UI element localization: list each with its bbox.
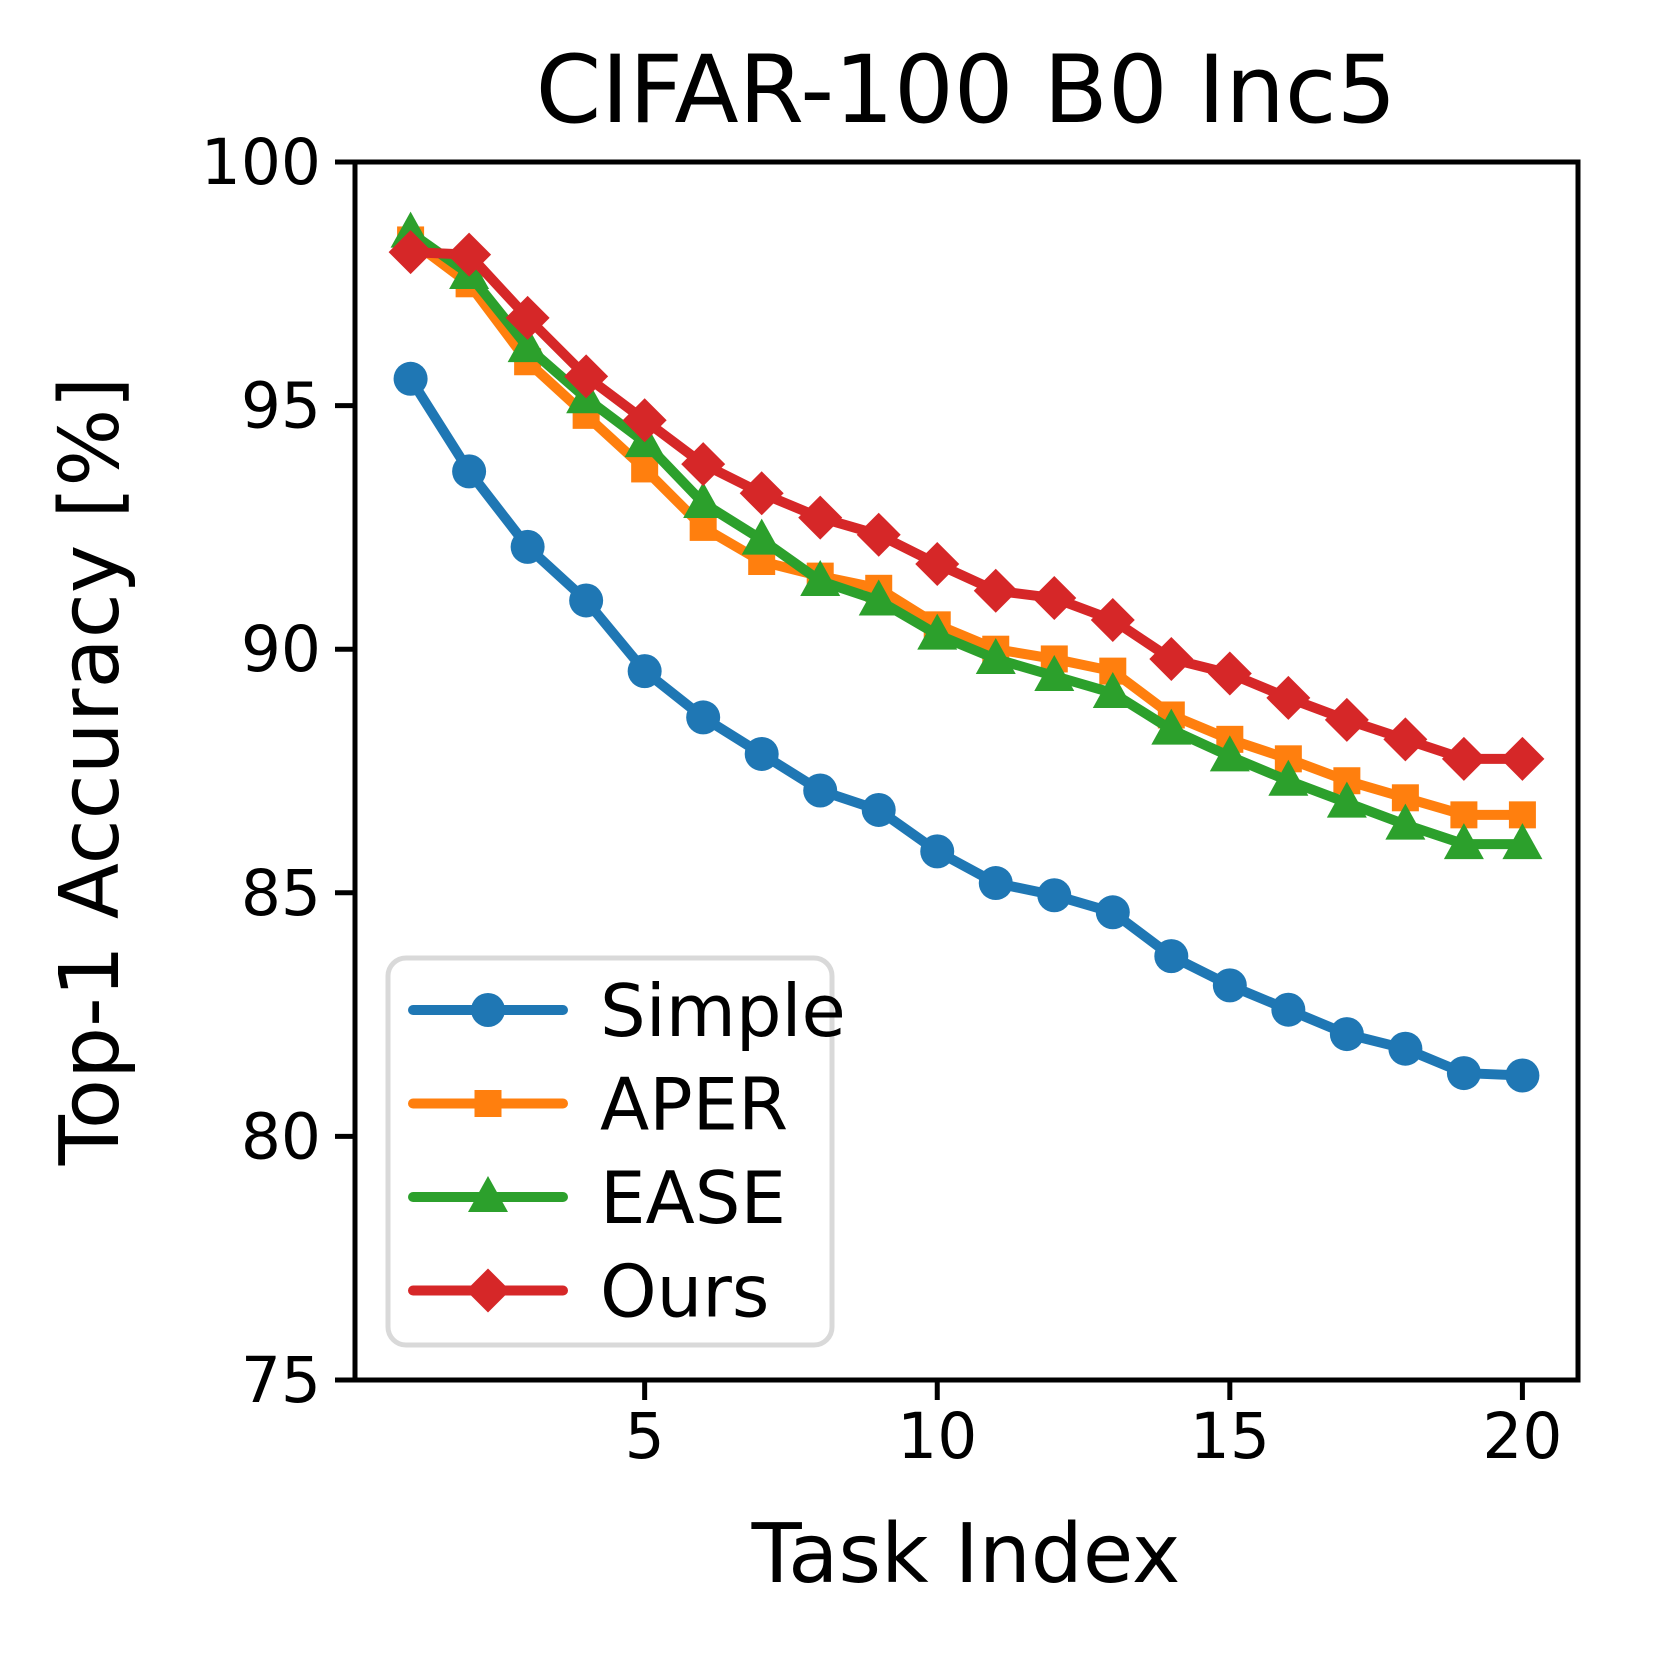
data-point-simple-4: [569, 583, 604, 618]
data-point-simple-10: [920, 834, 955, 869]
series-aper: [397, 226, 1536, 829]
legend-label-ours: Ours: [600, 1250, 769, 1334]
data-point-ease-17: [1326, 781, 1367, 818]
series-ease: [390, 211, 1543, 860]
data-point-ease-13: [1092, 672, 1133, 709]
data-point-ours-16: [1266, 675, 1311, 720]
x-tick-label-20: 20: [1482, 1400, 1562, 1473]
data-point-simple-9: [861, 792, 896, 827]
data-point-ease-8: [800, 559, 841, 596]
data-point-simple-2: [452, 454, 487, 489]
data-point-ours-13: [1090, 597, 1135, 642]
data-point-ours-14: [1149, 636, 1194, 681]
legend-marker-ours: [466, 1268, 510, 1313]
data-point-simple-14: [1154, 939, 1189, 974]
data-point-simple-7: [744, 736, 779, 771]
data-point-ease-7: [741, 518, 782, 555]
data-point-simple-13: [1095, 895, 1130, 930]
data-point-ours-17: [1324, 697, 1369, 742]
data-point-ours-4: [564, 354, 609, 399]
legend-marker-aper: [474, 1090, 502, 1117]
data-point-aper-6: [689, 513, 717, 541]
data-point-ours-8: [798, 495, 843, 540]
series-line-ours: [405, 247, 1528, 764]
chart-title: CIFAR-100 B0 Inc5: [536, 36, 1397, 145]
plot-border: [352, 159, 1581, 1383]
series-group: [388, 211, 1545, 1093]
data-point-ease-3: [507, 326, 548, 363]
data-point-simple-6: [686, 700, 721, 735]
data-point-ease-20: [1502, 823, 1543, 860]
data-point-ours-5: [622, 398, 667, 443]
data-point-simple-20: [1505, 1058, 1540, 1093]
series-line-ease: [405, 227, 1528, 850]
legend-label-aper: APER: [600, 1063, 788, 1147]
plot-border-rect: [352, 159, 1581, 1383]
data-point-ours-19: [1441, 736, 1486, 781]
data-point-ease-18: [1385, 803, 1426, 840]
data-point-ease-11: [975, 637, 1016, 674]
y-tick-label-100: 100: [201, 126, 321, 199]
data-point-simple-15: [1212, 968, 1247, 1003]
data-point-ours-7: [739, 471, 784, 516]
data-point-simple-11: [978, 866, 1013, 901]
y-tick-label-95: 95: [241, 370, 321, 443]
legend-label-ease: EASE: [600, 1156, 786, 1240]
data-point-ours-10: [915, 541, 960, 586]
legend-item-ours: Ours: [408, 1250, 769, 1334]
data-point-ease-19: [1443, 823, 1484, 860]
data-point-ease-16: [1268, 759, 1309, 796]
data-point-ours-18: [1383, 717, 1428, 762]
data-point-ease-10: [917, 613, 958, 650]
x-tick-label-5: 5: [625, 1400, 665, 1473]
data-point-simple-16: [1271, 992, 1306, 1027]
legend-label-simple: Simple: [600, 969, 846, 1053]
data-point-ease-6: [683, 482, 724, 519]
y-tick-label-80: 80: [241, 1100, 321, 1173]
data-point-ours-6: [681, 442, 726, 487]
data-point-simple-3: [510, 529, 545, 564]
data-point-simple-5: [627, 654, 662, 689]
data-point-ours-2: [447, 232, 492, 277]
x-tick-label-10: 10: [897, 1400, 977, 1473]
x-tick-label-15: 15: [1190, 1400, 1270, 1473]
data-point-aper-5: [631, 455, 659, 483]
legend-marker-ease: [468, 1176, 508, 1212]
data-point-ours-20: [1500, 736, 1545, 781]
data-point-ease-12: [1034, 654, 1075, 691]
data-point-simple-8: [803, 773, 838, 808]
y-tick-label-85: 85: [241, 857, 321, 930]
data-point-ours-15: [1207, 651, 1252, 696]
legend-item-ease: EASE: [408, 1156, 786, 1240]
data-point-ours-11: [973, 568, 1018, 613]
data-point-ease-15: [1209, 735, 1250, 772]
data-point-simple-18: [1388, 1031, 1423, 1066]
legend-box: [385, 955, 835, 1348]
y-tick-label-90: 90: [241, 613, 321, 686]
legend: Simple APER EASE Ours: [385, 955, 846, 1348]
data-point-ours-9: [856, 512, 901, 557]
data-point-ease-9: [858, 579, 899, 616]
data-point-simple-19: [1446, 1056, 1481, 1091]
legend-item-simple: Simple: [408, 969, 846, 1053]
legend-item-aper: APER: [408, 1063, 788, 1147]
data-point-ours-12: [1032, 576, 1077, 621]
data-point-ours-3: [505, 295, 550, 340]
series-ours: [388, 230, 1545, 781]
axis-ticks: 5 10 15 20 75 80 85 90 95 100: [201, 126, 1563, 1473]
y-tick-label-75: 75: [241, 1344, 321, 1417]
data-point-ease-1: [390, 211, 431, 248]
y-axis-label: Top-1 Accuracy [%]: [43, 377, 138, 1167]
x-axis-label: Task Index: [751, 1507, 1181, 1602]
legend-marker-simple: [471, 993, 505, 1027]
data-point-ours-1: [388, 230, 433, 275]
data-point-simple-12: [1037, 878, 1072, 913]
data-point-ease-14: [1151, 708, 1192, 745]
data-point-simple-17: [1329, 1017, 1364, 1052]
series-simple: [393, 361, 1540, 1093]
data-point-simple-1: [393, 361, 428, 396]
